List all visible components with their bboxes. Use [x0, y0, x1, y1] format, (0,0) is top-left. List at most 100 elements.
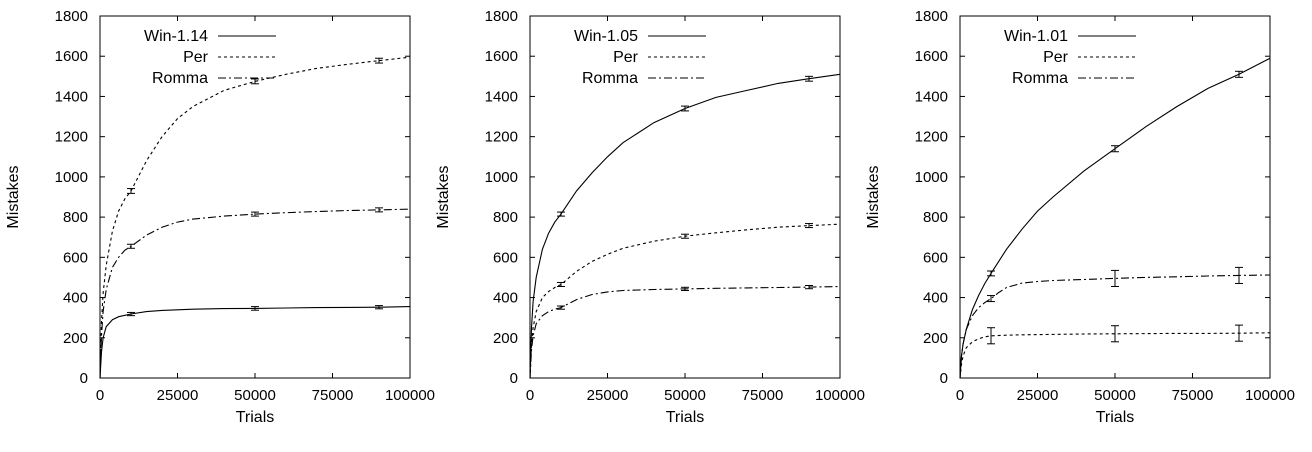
x-tick-label: 100000	[385, 387, 435, 404]
y-tick-label: 800	[923, 209, 948, 226]
y-tick-label: 1800	[915, 8, 948, 25]
error-bar	[557, 281, 565, 287]
y-tick-label: 1600	[485, 48, 518, 65]
error-bar	[1235, 324, 1243, 342]
y-tick-label: 400	[63, 290, 88, 307]
y-tick-label: 1000	[55, 169, 88, 186]
x-axis-label: Trials	[236, 409, 275, 426]
series-line-3	[99, 208, 411, 379]
y-axis-label: Mistakes	[435, 165, 452, 228]
error-bar	[1235, 70, 1243, 78]
y-tick-label: 600	[63, 249, 88, 266]
y-tick-label: 200	[493, 330, 518, 347]
legend-label: Win-1.14	[144, 28, 208, 45]
y-tick-label: 400	[923, 290, 948, 307]
error-bar	[127, 188, 135, 194]
y-tick-label: 0	[940, 370, 948, 387]
y-tick-label: 1200	[915, 129, 948, 146]
x-tick-label: 50000	[234, 387, 276, 404]
error-bar	[681, 105, 689, 112]
x-tick-label: 0	[956, 387, 964, 404]
x-axis-label: Trials	[1096, 409, 1135, 426]
error-bar	[1111, 325, 1119, 343]
legend: Win-1.01 Per Romma	[1004, 28, 1136, 87]
legend-label: Per	[1043, 49, 1069, 66]
legend-label: Per	[613, 49, 639, 66]
chart-panel-3: 0 200 400 600 800 1000 1200 1400 1600 1800 0 25000 5…	[865, 8, 1295, 426]
series-line-3	[529, 285, 841, 379]
error-bar	[375, 207, 383, 213]
error-bar	[805, 284, 813, 290]
y-tick-label: 800	[63, 209, 88, 226]
y-tick-label: 600	[493, 249, 518, 266]
error-bar	[1235, 266, 1243, 284]
x-tick-label: 75000	[312, 387, 354, 404]
legend-label: Romma	[582, 70, 638, 87]
error-bar	[1111, 145, 1119, 153]
y-tick-label: 1000	[915, 169, 948, 186]
y-tick-label: 1000	[485, 169, 518, 186]
x-tick-label: 0	[96, 387, 104, 404]
y-tick-label: 400	[493, 290, 518, 307]
error-bar	[987, 327, 995, 345]
y-tick-label: 1600	[55, 48, 88, 65]
error-bar	[805, 75, 813, 82]
y-tick-label: 200	[923, 330, 948, 347]
y-tick-label: 1800	[485, 8, 518, 25]
x-tick-label: 25000	[157, 387, 199, 404]
y-axis-label: Mistakes	[865, 165, 882, 228]
error-bar	[1111, 269, 1119, 287]
x-tick-label: 75000	[742, 387, 784, 404]
x-tick-label: 50000	[1094, 387, 1136, 404]
error-bar	[251, 211, 259, 217]
y-tick-label: 1200	[55, 129, 88, 146]
y-tick-label: 1400	[485, 88, 518, 105]
error-bar	[805, 223, 813, 229]
y-tick-label: 0	[80, 370, 88, 387]
y-tick-label: 1200	[485, 129, 518, 146]
x-tick-label: 100000	[1245, 387, 1295, 404]
series-line-1	[99, 306, 411, 379]
error-bar	[127, 311, 135, 317]
error-bar	[375, 305, 383, 310]
x-tick-label: 100000	[815, 387, 865, 404]
y-tick-label: 1400	[55, 88, 88, 105]
error-bar	[251, 78, 259, 85]
error-bar	[987, 295, 995, 303]
plot-frame	[99, 15, 411, 379]
series-line-1	[529, 73, 841, 379]
error-bar	[375, 57, 383, 64]
error-bar	[251, 306, 259, 311]
series-line-2	[529, 223, 841, 379]
x-tick-label: 75000	[1172, 387, 1214, 404]
chart-panel-1: 0 200 400 600 800 1000 1200 1400 1600 1800 0 25000 5…	[5, 8, 435, 426]
y-tick-label: 1600	[915, 48, 948, 65]
y-axis-label: Mistakes	[5, 165, 22, 228]
plot-frame	[529, 15, 841, 379]
y-tick-label: 1800	[55, 8, 88, 25]
x-tick-label: 50000	[664, 387, 706, 404]
error-bar	[987, 270, 995, 277]
legend-label: Romma	[1012, 70, 1068, 87]
error-bar	[681, 233, 689, 239]
y-tick-label: 800	[493, 209, 518, 226]
x-tick-label: 25000	[587, 387, 629, 404]
chart-panel-2: 0 200 400 600 800 1000 1200 1400 1600 1800 0 25000 5…	[435, 8, 865, 426]
legend-label: Per	[183, 49, 209, 66]
legend: Win-1.05 Per Romma	[574, 28, 706, 87]
series-line-2	[99, 56, 411, 379]
error-bar	[127, 243, 135, 249]
plot-frame	[959, 15, 1271, 379]
y-tick-label: 200	[63, 330, 88, 347]
y-tick-label: 1400	[915, 88, 948, 105]
legend-label: Win-1.05	[574, 28, 638, 45]
error-bar	[557, 305, 565, 310]
x-tick-label: 25000	[1017, 387, 1059, 404]
legend-label: Win-1.01	[1004, 28, 1068, 45]
y-tick-label: 0	[510, 370, 518, 387]
error-bar	[557, 211, 565, 217]
error-bar	[681, 286, 689, 292]
x-tick-label: 0	[526, 387, 534, 404]
